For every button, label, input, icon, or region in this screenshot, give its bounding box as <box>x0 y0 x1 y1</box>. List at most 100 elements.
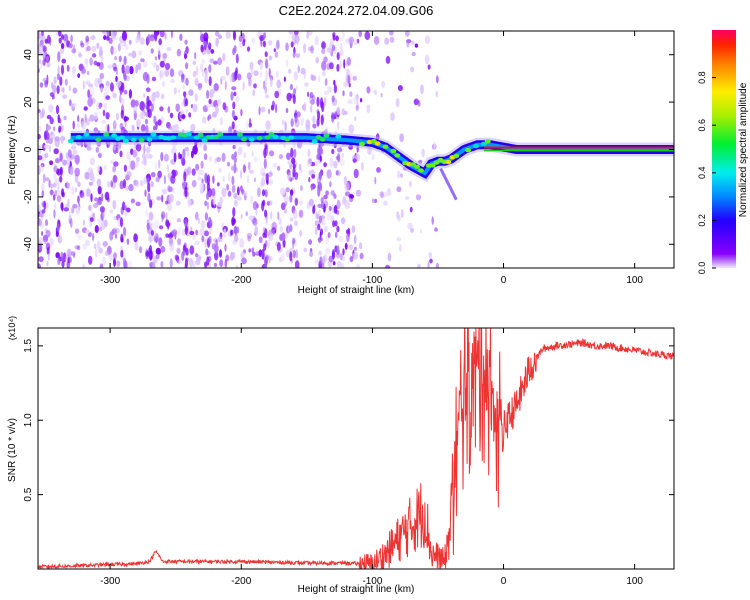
noise-speckle <box>335 35 339 42</box>
noise-speckle <box>77 115 80 122</box>
noise-speckle <box>105 36 110 41</box>
noise-speckle <box>212 196 216 206</box>
noise-speckle <box>308 239 313 245</box>
noise-speckle <box>204 69 208 76</box>
noise-speckle <box>38 133 41 140</box>
noise-speckle <box>128 39 132 45</box>
noise-speckle <box>165 222 171 228</box>
noise-speckle <box>89 57 93 66</box>
noise-speckle <box>333 205 338 214</box>
noise-speckle <box>63 207 69 212</box>
noise-speckle <box>63 33 69 43</box>
noise-speckle <box>409 206 413 213</box>
noise-speckle <box>109 209 114 214</box>
noise-speckle <box>48 104 54 113</box>
noise-speckle <box>213 262 218 268</box>
noise-speckle <box>324 226 328 233</box>
noise-speckle <box>340 217 346 225</box>
noise-speckle <box>298 200 303 206</box>
ridge-blob <box>473 143 479 149</box>
noise-speckle <box>221 222 224 228</box>
noise-speckle <box>406 39 412 44</box>
ridge-blob <box>394 153 401 158</box>
noise-speckle <box>49 36 52 46</box>
noise-speckle <box>97 77 103 85</box>
noise-speckle <box>201 58 205 64</box>
noise-speckle <box>74 245 80 250</box>
noise-speckle <box>332 261 336 266</box>
noise-speckle <box>414 43 419 48</box>
noise-speckle <box>59 118 62 124</box>
noise-speckle <box>263 158 267 169</box>
noise-speckle <box>99 206 105 213</box>
noise-speckle <box>309 251 314 257</box>
noise-speckle <box>195 163 200 171</box>
noise-speckle <box>208 114 212 120</box>
noise-speckle <box>358 242 363 250</box>
noise-speckle <box>184 98 189 107</box>
noise-speckle <box>106 197 110 203</box>
noise-speckle <box>342 90 345 97</box>
noise-speckle <box>321 48 326 55</box>
ridge-blob <box>429 163 436 168</box>
snr-y-axis: 0.5 1.0 1.5 <box>23 338 674 502</box>
noise-speckle <box>382 191 388 198</box>
noise-speckle <box>319 145 323 156</box>
noise-speckle <box>231 185 236 193</box>
noise-speckle <box>146 103 150 113</box>
noise-speckle <box>195 229 199 236</box>
noise-speckle <box>248 248 251 253</box>
noise-speckle <box>41 209 46 214</box>
noise-speckle <box>240 108 243 117</box>
noise-speckle <box>387 252 392 262</box>
noise-speckle <box>143 144 146 154</box>
noise-speckle <box>215 239 218 247</box>
noise-speckle <box>132 149 137 158</box>
ridge-blob <box>67 138 74 144</box>
noise-speckle <box>100 86 103 93</box>
noise-speckle <box>104 251 110 256</box>
noise-speckle <box>176 218 181 223</box>
noise-speckle <box>146 250 150 257</box>
noise-speckle <box>143 93 146 98</box>
noise-speckle <box>101 31 107 35</box>
noise-speckle <box>53 171 57 180</box>
noise-speckle <box>233 192 238 199</box>
noise-speckle <box>287 172 292 182</box>
noise-speckle <box>231 86 237 91</box>
noise-speckle <box>44 54 51 63</box>
noise-speckle <box>318 250 322 256</box>
noise-speckle <box>116 81 122 88</box>
noise-speckle <box>389 36 395 43</box>
noise-speckle <box>123 164 127 172</box>
noise-speckle <box>45 242 51 251</box>
noise-speckle <box>262 199 266 207</box>
ridge-blob <box>111 133 118 138</box>
noise-speckle <box>194 211 199 221</box>
noise-speckle <box>337 120 340 131</box>
noise-speckle <box>429 258 433 264</box>
noise-speckle <box>285 249 291 258</box>
noise-speckle <box>160 152 164 162</box>
colorbar-tick-label: 0.2 <box>697 214 707 227</box>
noise-speckle <box>371 198 375 204</box>
noise-speckle <box>206 192 210 200</box>
noise-speckle <box>313 204 316 214</box>
noise-speckle <box>307 120 310 127</box>
noise-speckle <box>319 228 324 236</box>
noise-speckle <box>396 186 402 193</box>
noise-speckle <box>240 213 243 220</box>
noise-speckle <box>192 145 198 155</box>
noise-speckle <box>344 242 348 250</box>
noise-speckle <box>407 222 413 230</box>
noise-speckle <box>232 31 237 41</box>
noise-speckle <box>376 167 381 173</box>
noise-speckle <box>86 70 90 76</box>
noise-speckle <box>74 187 78 193</box>
noise-speckle <box>231 153 235 160</box>
noise-speckle <box>303 247 308 253</box>
noise-speckle <box>242 39 246 47</box>
noise-speckle <box>149 262 153 268</box>
noise-speckle <box>42 77 48 82</box>
noise-speckle <box>169 242 174 252</box>
